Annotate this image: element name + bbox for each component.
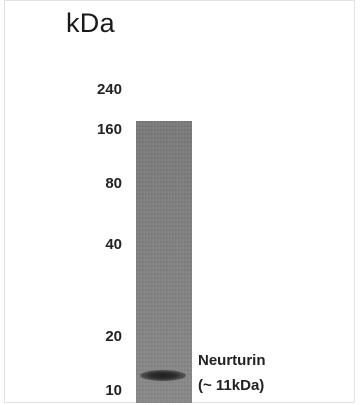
- protein-band: [140, 370, 186, 381]
- marker-label-160: 160: [96, 121, 122, 138]
- marker-label-20: 20: [105, 328, 122, 345]
- band-name-label: Neurturin: [198, 352, 266, 369]
- marker-label-240: 240: [96, 81, 122, 98]
- blot-lane: [136, 121, 192, 403]
- lane-texture: [136, 121, 192, 403]
- marker-label-40: 40: [105, 236, 122, 253]
- band-size-label: (~ 11kDa): [198, 377, 265, 394]
- marker-label-80: 80: [105, 175, 122, 192]
- unit-label: kDa: [66, 8, 115, 38]
- marker-label-10: 10: [105, 382, 122, 399]
